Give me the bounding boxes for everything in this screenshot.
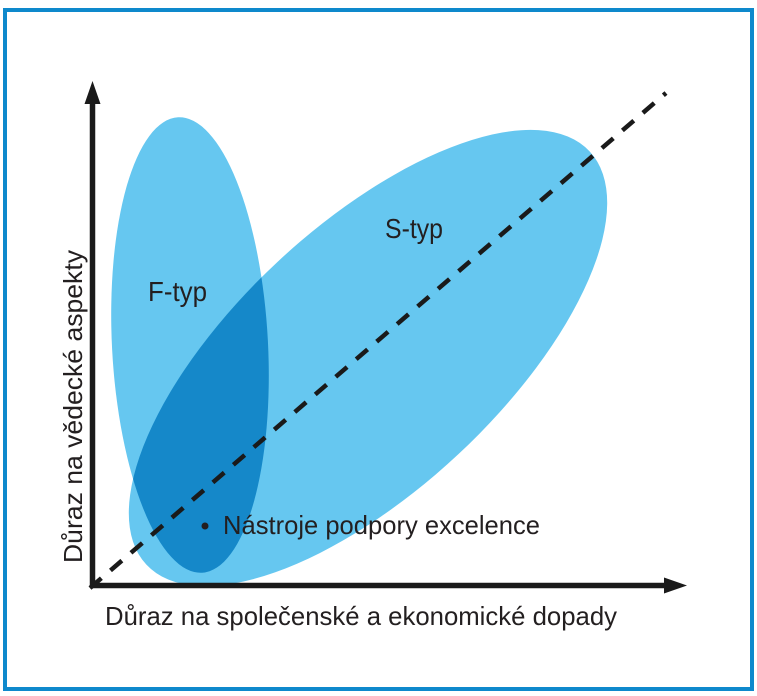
y-axis-label: Důraz na vědecké aspekty	[58, 250, 88, 563]
x-axis-arrowhead-icon	[664, 577, 687, 594]
region-f-label: F-typ	[148, 276, 207, 307]
figure-border	[3, 8, 754, 691]
annotation-bullet	[201, 522, 209, 530]
y-axis-arrowhead-icon	[84, 81, 101, 104]
diagonal-dashed-line	[88, 91, 668, 590]
x-axis-label: Důraz na společenské a ekonomické dopady	[105, 601, 617, 631]
annotation-label: Nástroje podpory excelence	[223, 510, 540, 540]
region-s-label: S-typ	[385, 213, 443, 244]
